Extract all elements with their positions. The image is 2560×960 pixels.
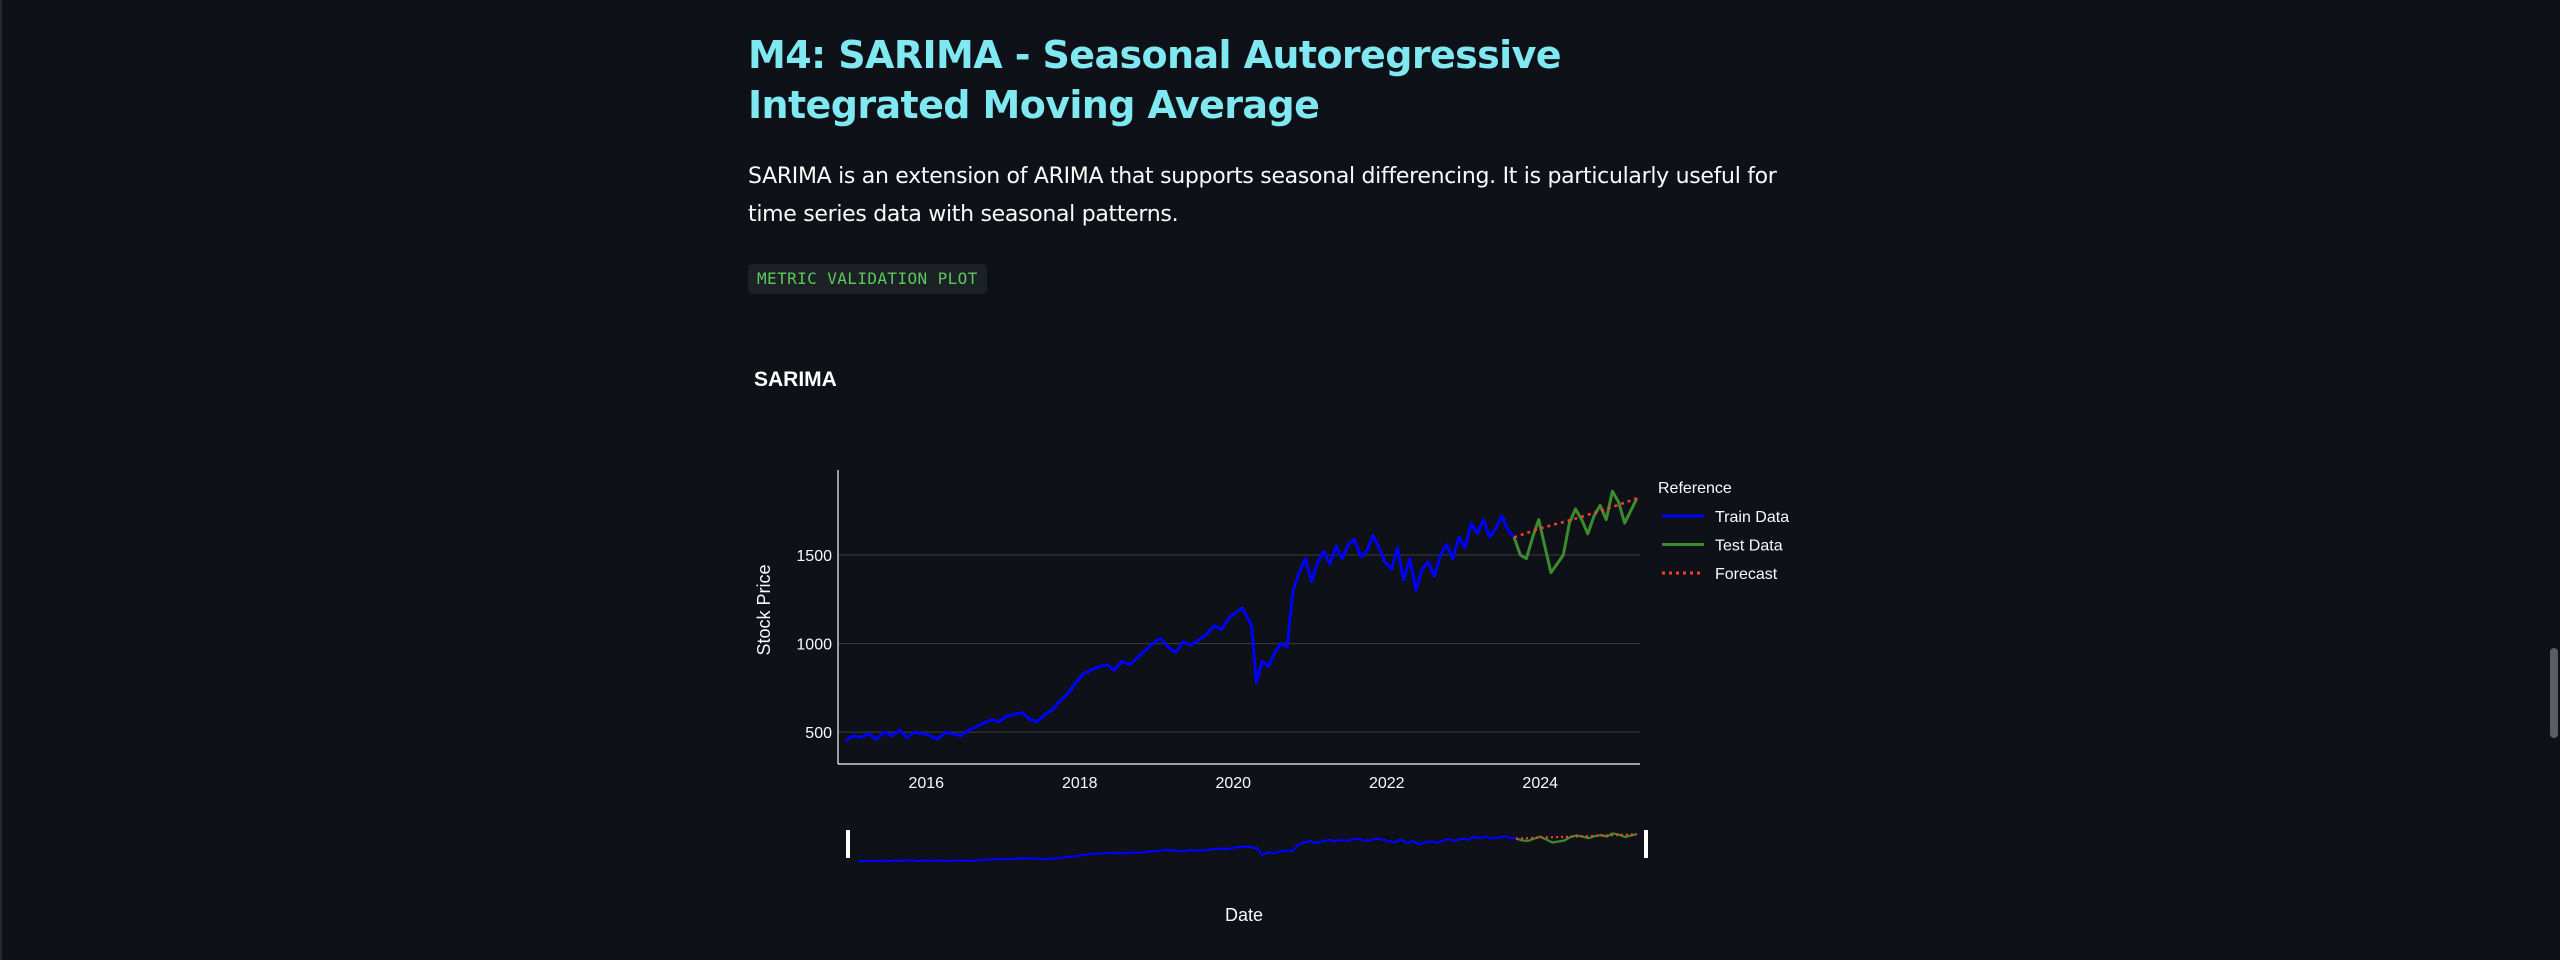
code-label: METRIC VALIDATION PLOT — [748, 264, 987, 294]
range-slider[interactable] — [846, 830, 1648, 863]
y-tick-label: 1000 — [796, 637, 832, 654]
chart-container[interactable]: SARIMA 500 1000 1500 2016 2018 2020 2022 2024 … — [748, 360, 1808, 940]
page-title: M4: SARIMA - Seasonal Autoregressive Int… — [748, 33, 1562, 127]
chart-title: SARIMA — [754, 368, 837, 391]
y-tick-label: 500 — [805, 725, 832, 742]
x-tick-label: 2022 — [1369, 775, 1405, 792]
legend-label-forecast: Forecast — [1715, 566, 1778, 583]
legend[interactable]: Reference Train Data Test Data Forecast — [1658, 480, 1789, 583]
range-slider-train-data — [857, 835, 1517, 863]
y-tick-labels: 500 1000 1500 — [796, 548, 832, 742]
description-text: SARIMA is an extension of ARIMA that sup… — [748, 164, 1777, 227]
range-slider-right-handle[interactable] — [1644, 830, 1648, 858]
y-tick-label: 1500 — [796, 548, 832, 565]
axes — [837, 470, 1640, 765]
legend-label-train-data: Train Data — [1715, 509, 1789, 526]
vertical-scrollbar[interactable] — [2546, 0, 2560, 960]
x-axis-label: Date — [1225, 905, 1263, 925]
y-gridlines — [838, 554, 1640, 733]
x-tick-label: 2020 — [1215, 775, 1251, 792]
series-layer — [844, 489, 1639, 743]
x-tick-label: 2018 — [1062, 775, 1098, 792]
legend-title: Reference — [1658, 480, 1732, 497]
x-tick-labels: 2016 2018 2020 2022 2024 — [908, 775, 1558, 792]
test-data-line — [1512, 489, 1639, 575]
x-tick-label: 2016 — [908, 775, 944, 792]
left-edge-border — [0, 0, 2, 960]
scrollbar-thumb[interactable] — [2550, 648, 2558, 738]
x-tick-label: 2024 — [1522, 775, 1558, 792]
y-axis-label: Stock Price — [754, 564, 774, 655]
legend-label-test-data: Test Data — [1715, 538, 1783, 555]
train-data-line — [844, 514, 1516, 743]
range-slider-test-data — [1515, 832, 1638, 844]
forecast-line — [1513, 497, 1638, 539]
range-slider-left-handle[interactable] — [846, 830, 850, 858]
